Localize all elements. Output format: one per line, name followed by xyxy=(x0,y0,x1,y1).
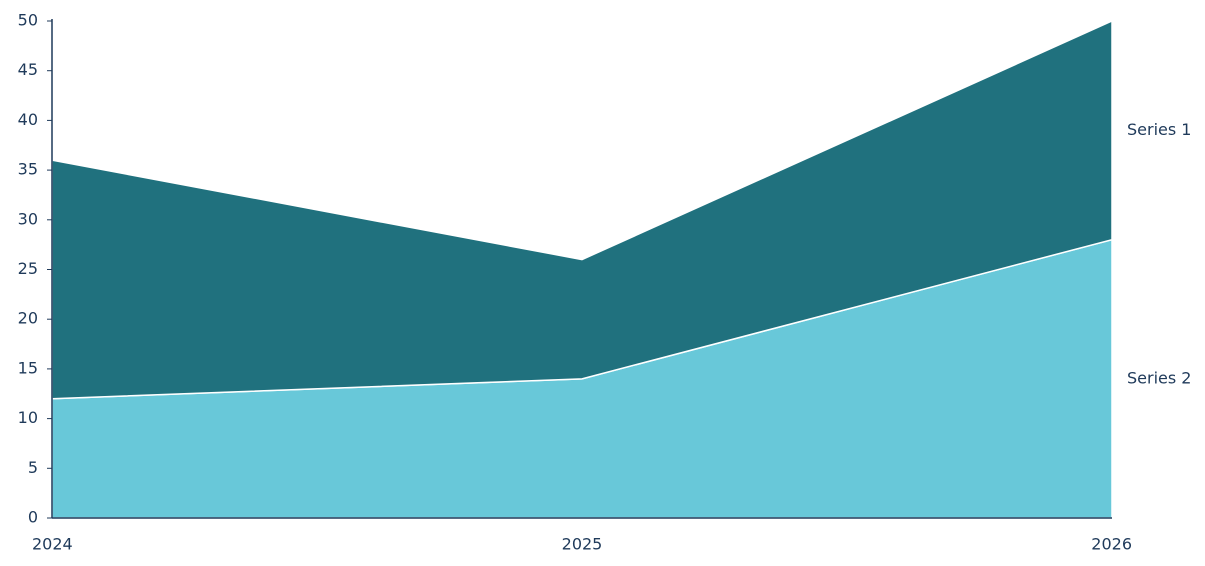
y-tick-label: 30 xyxy=(18,209,38,228)
y-tick-label: 35 xyxy=(18,160,38,179)
y-tick-label: 25 xyxy=(18,259,38,278)
y-tick-label: 45 xyxy=(18,60,38,79)
legend-label: Series 1 xyxy=(1127,120,1191,139)
y-tick-label: 0 xyxy=(28,508,38,527)
legend-label: Series 2 xyxy=(1127,368,1191,387)
y-tick-label: 50 xyxy=(18,11,38,30)
y-tick-label: 15 xyxy=(18,358,38,377)
y-tick-label: 20 xyxy=(18,309,38,328)
x-tick-label: 2024 xyxy=(32,535,73,554)
y-tick-label: 5 xyxy=(28,458,38,477)
x-tick-label: 2025 xyxy=(562,535,603,554)
y-tick-label: 10 xyxy=(18,408,38,427)
x-tick-label: 2026 xyxy=(1091,535,1132,554)
y-tick-label: 40 xyxy=(18,110,38,129)
